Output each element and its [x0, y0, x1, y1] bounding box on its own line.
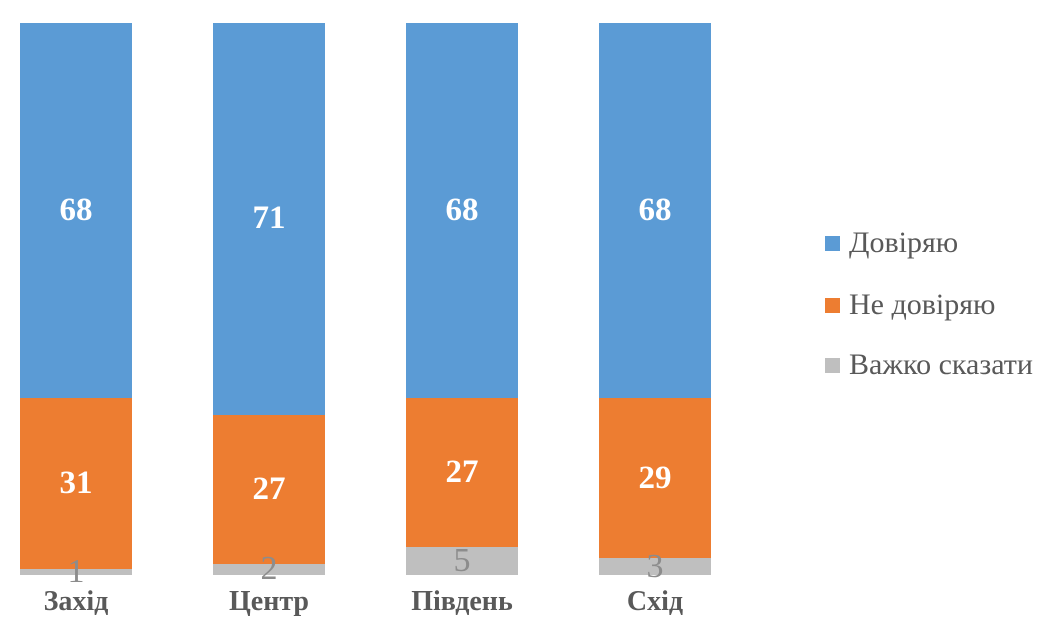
legend-label-hard-to-say: Важко сказати — [849, 348, 1033, 381]
value-label-trust: 71 — [252, 200, 286, 237]
bar-segment-distrust: 27 — [213, 414, 325, 564]
bar-group-2: 68 27 5 Південь — [406, 23, 518, 616]
bar-group-1: 71 27 2 Центр — [213, 23, 325, 616]
legend-label-trust: Довіряю — [849, 226, 959, 259]
bar-group-3: 68 29 3 Схід — [599, 23, 711, 616]
bar-group-0: 68 31 1 Захід — [20, 23, 132, 616]
bar-stack-3: 68 29 3 — [599, 23, 711, 583]
value-label-hard-to-say: 1 — [67, 553, 85, 591]
bar-segment-hard-to-say: 2 — [213, 552, 325, 586]
category-label-2: Південь — [411, 586, 513, 617]
legend-swatch-hard-to-say — [825, 357, 840, 373]
bar-segment-trust: 68 — [599, 23, 711, 399]
bar-stack-0: 68 31 1 — [20, 23, 132, 589]
value-label-distrust: 27 — [252, 470, 286, 507]
legend-item-hard-to-say: Важко сказати — [825, 348, 1033, 382]
legend-item-trust: Довіряю — [825, 226, 958, 260]
category-label-0: Захід — [43, 586, 109, 617]
value-label-distrust: 31 — [59, 465, 93, 502]
bar-segment-trust: 71 — [213, 23, 325, 415]
value-label-trust: 68 — [445, 192, 479, 229]
bar-stack-1: 71 27 2 — [213, 23, 325, 586]
bar-segment-distrust: 27 — [406, 398, 518, 548]
bar-segment-trust: 68 — [20, 23, 132, 399]
bar-segment-distrust: 31 — [20, 398, 132, 570]
value-label-trust: 68 — [59, 192, 93, 229]
bar-segment-hard-to-say: 3 — [599, 549, 711, 583]
value-label-trust: 68 — [638, 192, 672, 229]
category-label-3: Схід — [626, 586, 684, 617]
legend-swatch-trust — [825, 235, 840, 251]
legend-swatch-distrust — [825, 297, 840, 313]
bar-segment-hard-to-say: 1 — [20, 555, 132, 589]
bar-stack-2: 68 27 5 — [406, 23, 518, 580]
bar-segment-hard-to-say: 5 — [406, 542, 518, 580]
bar-segment-distrust: 29 — [599, 398, 711, 559]
value-label-hard-to-say: 2 — [260, 550, 278, 588]
legend-label-distrust: Не довіряю — [849, 288, 996, 321]
value-label-distrust: 29 — [638, 459, 672, 496]
legend-item-distrust: Не довіряю — [825, 288, 995, 322]
value-label-hard-to-say: 3 — [646, 547, 664, 585]
value-label-hard-to-say: 5 — [453, 542, 471, 580]
bar-segment-trust: 68 — [406, 23, 518, 399]
value-label-distrust: 27 — [445, 454, 479, 491]
category-label-1: Центр — [228, 586, 309, 617]
